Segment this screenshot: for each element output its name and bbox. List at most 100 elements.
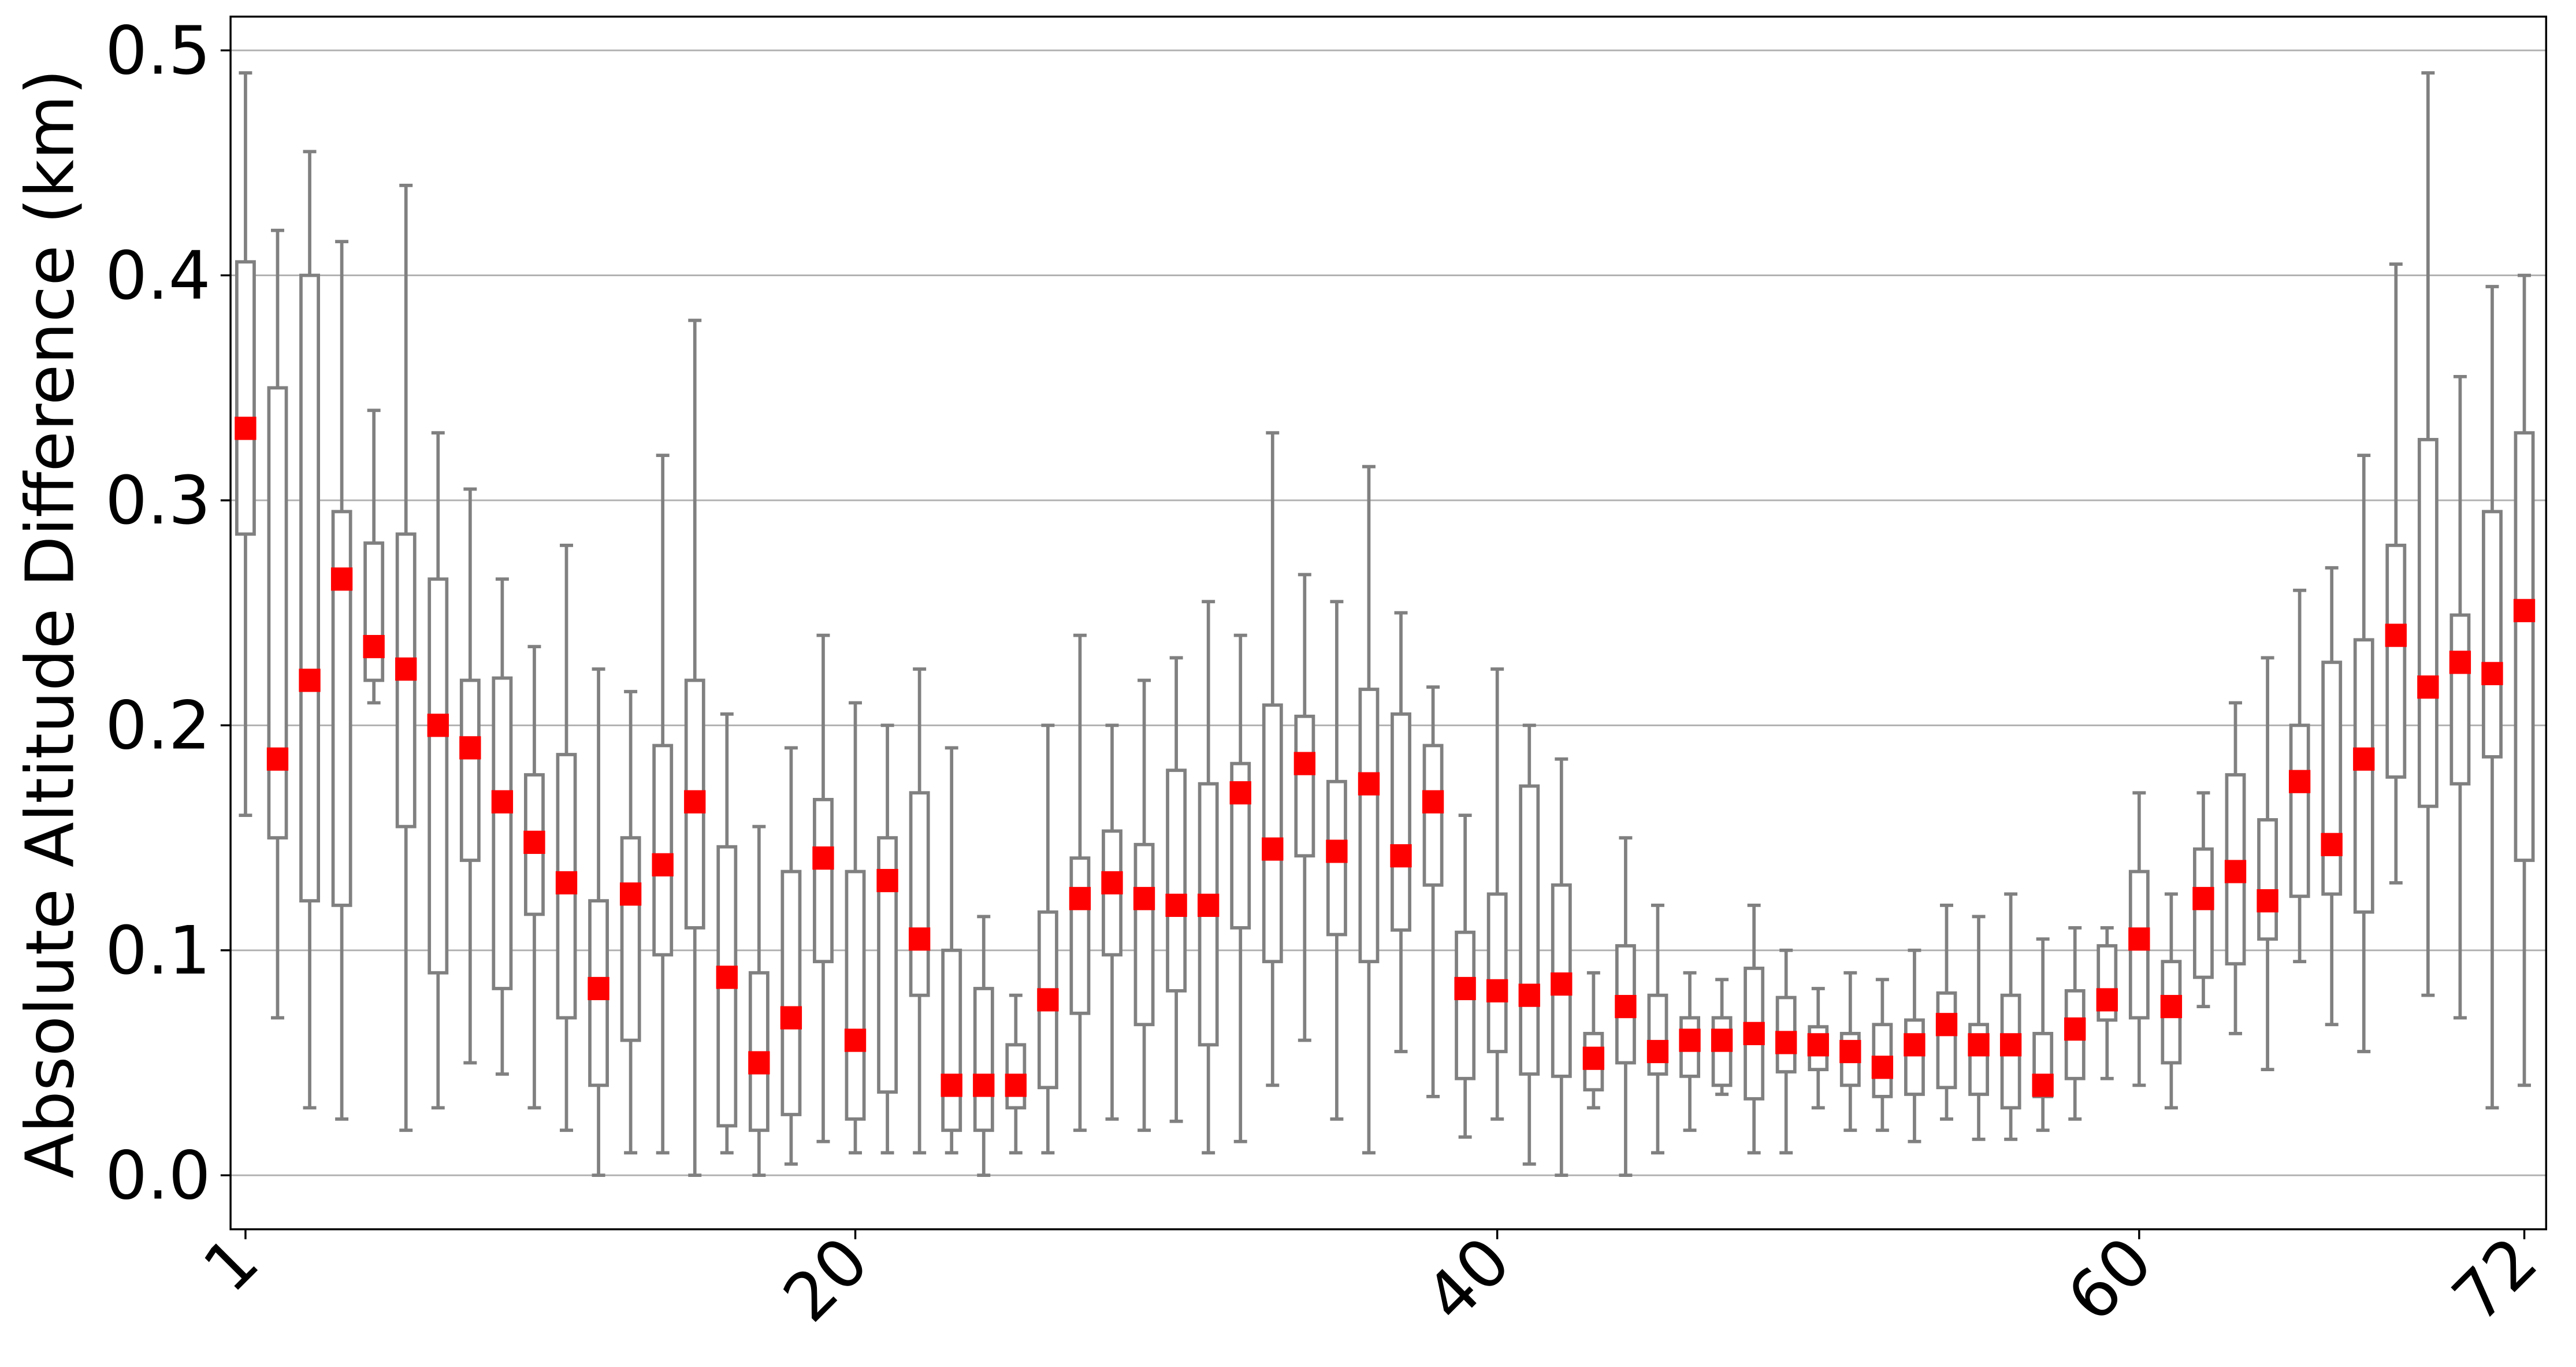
box: [1936, 991, 1957, 1090]
median: [2160, 995, 2183, 1019]
median: [2096, 988, 2118, 1012]
median: [235, 417, 257, 440]
median: [2288, 770, 2311, 793]
median: [1775, 1031, 1797, 1054]
median: [1551, 972, 1573, 996]
median: [2353, 747, 2375, 771]
y-tick-label: 0.5: [105, 12, 211, 90]
median: [1229, 781, 1251, 805]
box: [2257, 818, 2278, 941]
box: [2193, 847, 2214, 979]
box: [1166, 768, 1187, 993]
median: [2513, 599, 2536, 622]
median: [1871, 1056, 1894, 1079]
box: [2514, 431, 2535, 862]
median: [2224, 860, 2247, 883]
median: [555, 871, 578, 895]
box: [845, 870, 866, 1121]
median: [1679, 1028, 1701, 1052]
median: [2417, 675, 2439, 699]
box: [813, 798, 834, 964]
median: [2032, 1073, 2054, 1097]
median: [1037, 988, 1059, 1012]
median: [1165, 893, 1187, 917]
box: [2321, 660, 2343, 896]
median: [716, 965, 738, 989]
median: [2257, 889, 2278, 913]
box: [1294, 714, 1315, 858]
median: [2192, 887, 2214, 911]
median: [1133, 887, 1155, 911]
median: [2449, 651, 2471, 674]
box: [1455, 930, 1476, 1080]
median: [1293, 752, 1316, 775]
box: [2289, 723, 2310, 898]
median: [1615, 995, 1637, 1019]
median: [395, 657, 417, 681]
median: [1839, 1039, 1861, 1064]
x-tick-label: 60: [2053, 1223, 2167, 1337]
median: [1935, 1013, 1958, 1037]
box: [1262, 703, 1283, 964]
y-tick-label: 0.2: [105, 688, 211, 765]
box: [2353, 638, 2374, 914]
box: [2482, 510, 2503, 759]
x-tick-label: 20: [769, 1223, 883, 1337]
median: [652, 853, 674, 876]
median: [1486, 979, 1508, 1002]
box: [2449, 613, 2471, 786]
median: [1422, 790, 1444, 813]
median: [748, 1051, 770, 1075]
box: [620, 836, 641, 1042]
median: [1968, 1033, 1990, 1057]
median: [684, 790, 706, 813]
box: [299, 273, 320, 902]
box: [1391, 712, 1411, 932]
median: [1807, 1033, 1829, 1057]
median: [1646, 1039, 1669, 1064]
median: [459, 736, 481, 760]
y-tick-label: 0.4: [105, 237, 211, 315]
box: [1422, 744, 1444, 887]
box: [2417, 437, 2439, 808]
box: [1904, 1018, 1925, 1096]
box: [235, 260, 256, 536]
median: [1101, 871, 1123, 895]
median: [2481, 662, 2503, 685]
box: [2385, 543, 2407, 779]
box: [1486, 892, 1508, 1053]
box: [1519, 784, 1540, 1076]
median: [1582, 1046, 1605, 1070]
median: [973, 1073, 995, 1097]
median: [523, 830, 545, 854]
median: [619, 882, 642, 906]
median: [941, 1073, 962, 1097]
box: [1358, 688, 1380, 964]
y-tick-label: 0.1: [105, 912, 211, 990]
median: [1999, 1033, 2022, 1057]
median: [363, 634, 385, 659]
box: [941, 948, 962, 1132]
plot-frame: [229, 16, 2548, 1231]
box: [363, 541, 385, 682]
median: [844, 1028, 867, 1052]
median: [1005, 1073, 1027, 1097]
box: [973, 987, 994, 1132]
box: [1069, 856, 1091, 1015]
box: [492, 676, 513, 990]
median: [1518, 983, 1540, 1007]
median: [876, 868, 898, 893]
median: [1326, 839, 1348, 863]
median: [2064, 1017, 2086, 1041]
median: [1358, 772, 1380, 796]
median: [1454, 976, 1476, 1001]
median: [2385, 623, 2407, 647]
median: [299, 668, 321, 692]
median: [2321, 833, 2343, 856]
median: [812, 846, 834, 870]
y-axis-label: Absolute Altitude Difference (km): [12, 69, 89, 1179]
box: [652, 744, 674, 957]
median: [1069, 887, 1091, 911]
